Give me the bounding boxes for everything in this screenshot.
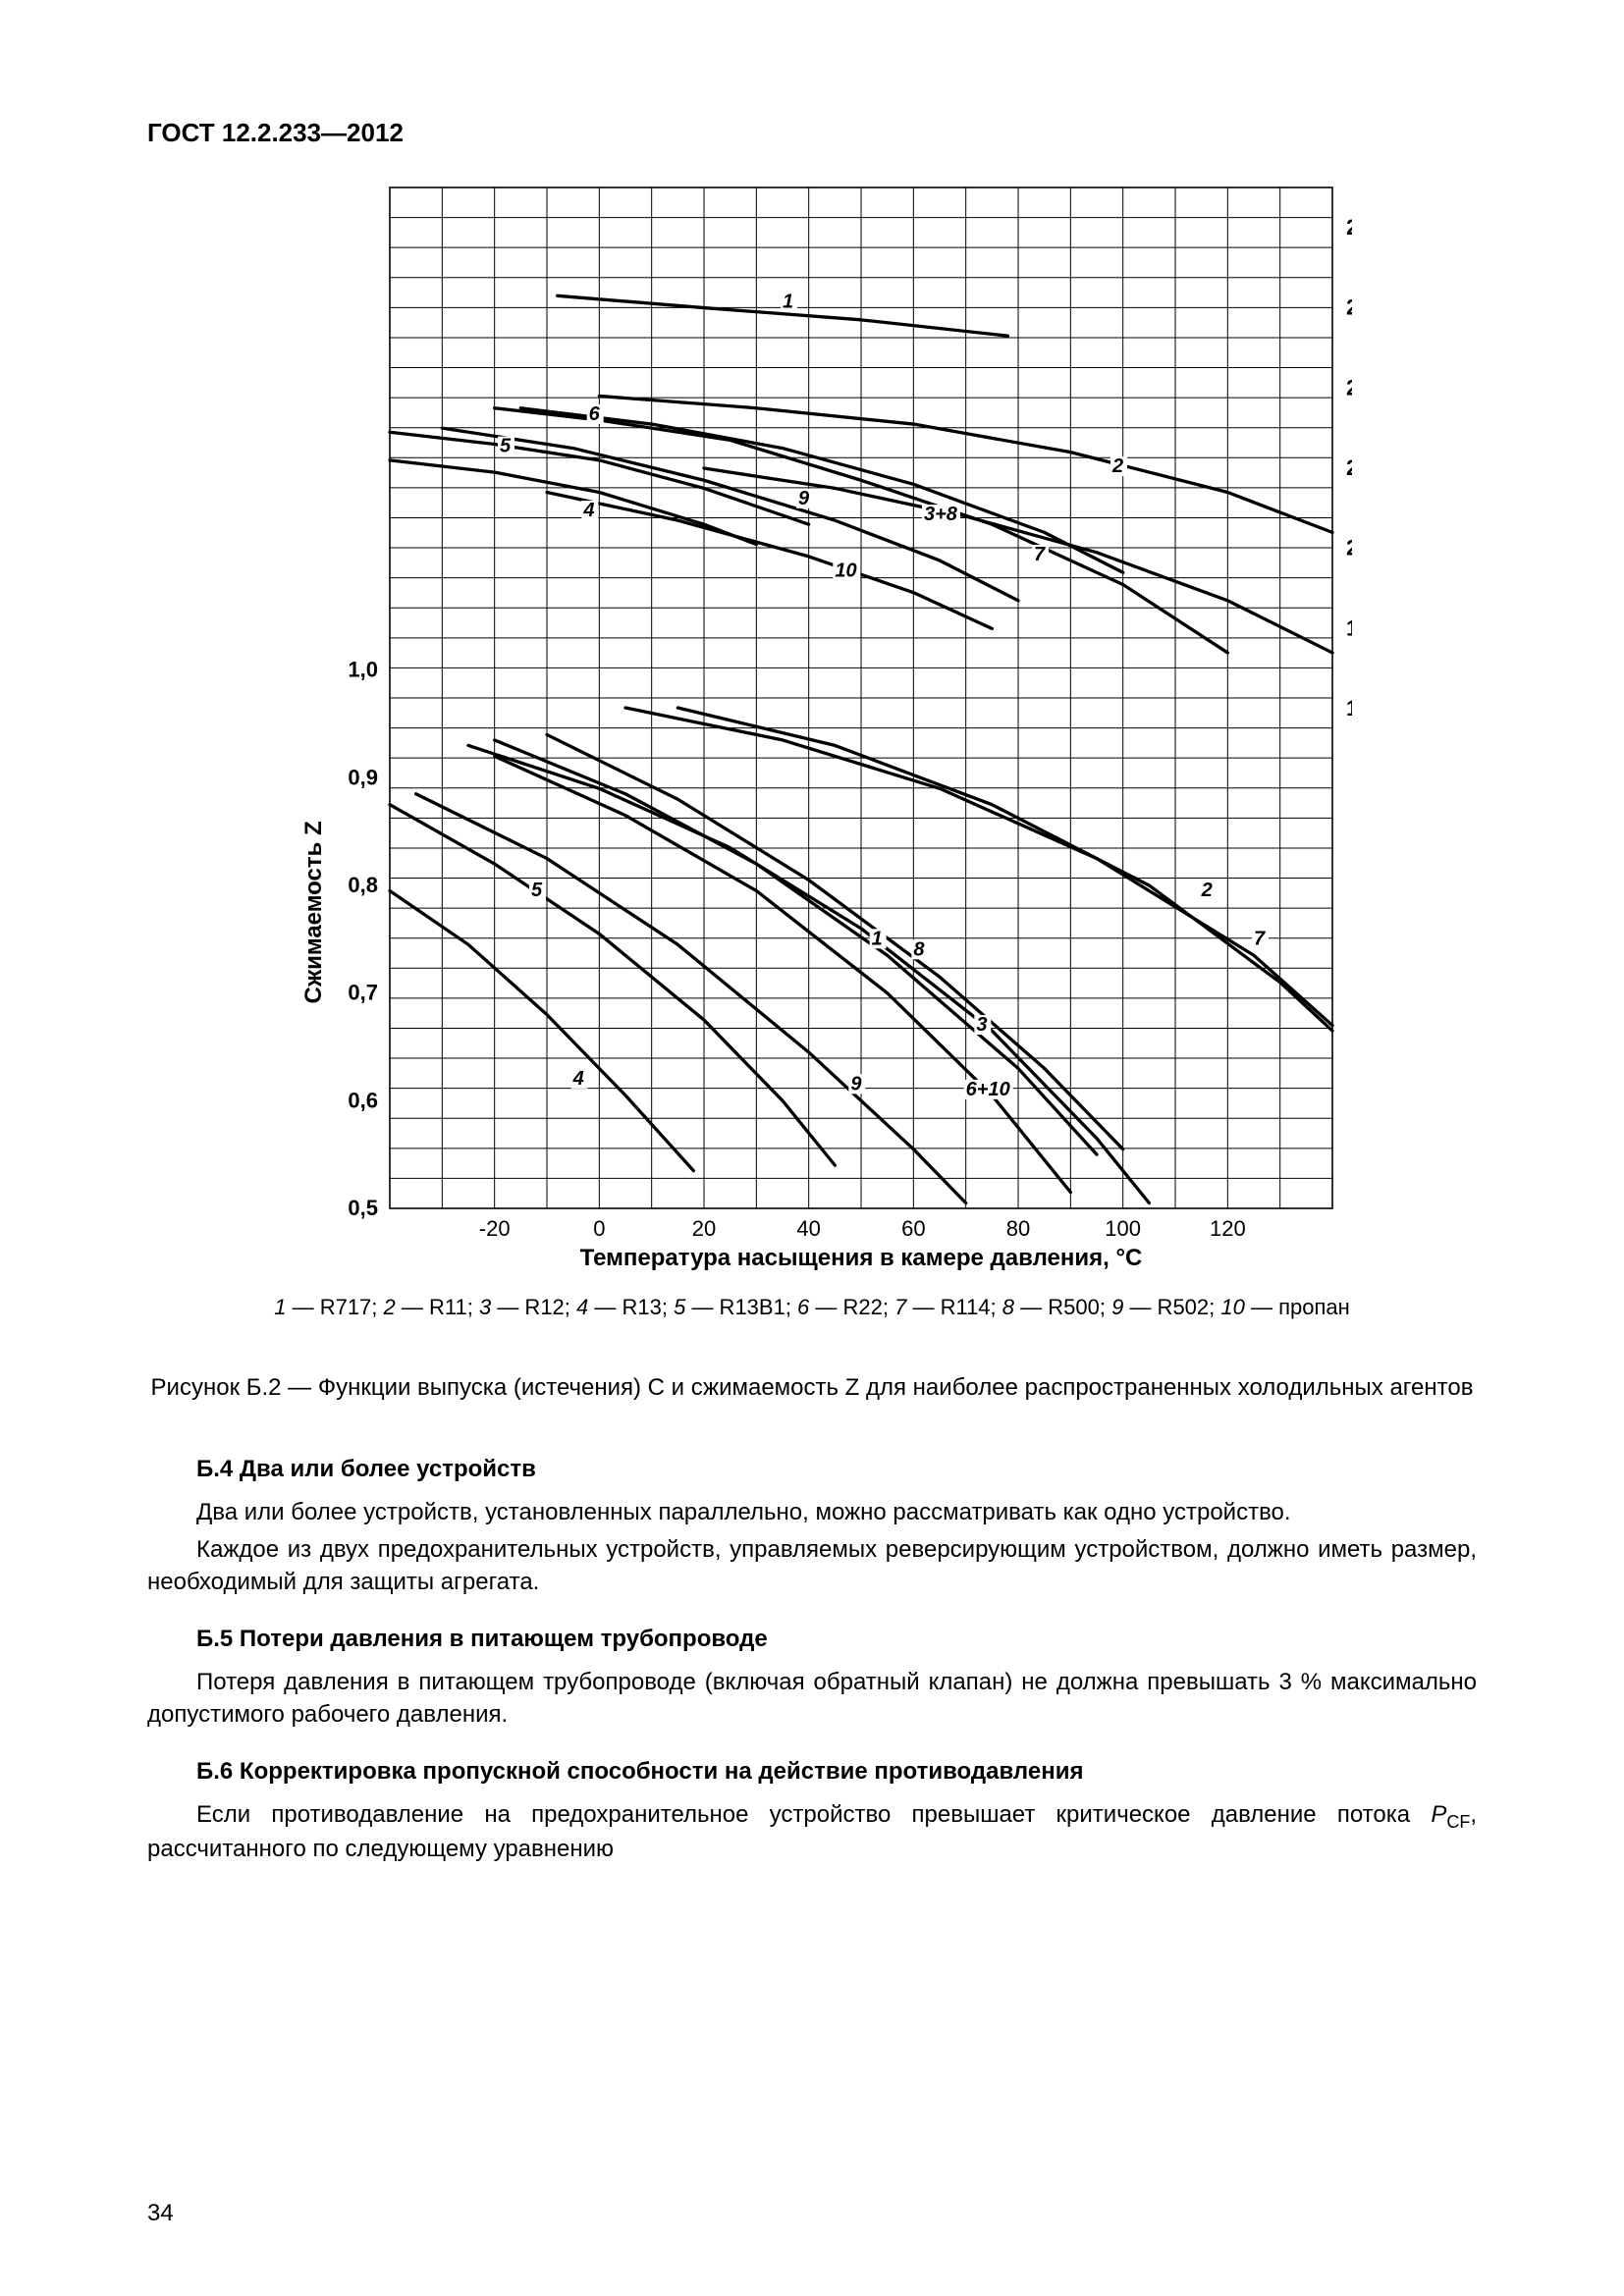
b6-p1-var: P: [1431, 1801, 1446, 1828]
svg-text:1: 1: [783, 292, 793, 313]
svg-text:Температура насыщения в камере: Температура насыщения в камере давления,…: [580, 1245, 1143, 1271]
b6-p1-sub: CF: [1446, 1812, 1470, 1832]
svg-text:0,9: 0,9: [348, 765, 378, 789]
figure-caption: Рисунок Б.2 — Функции выпуска (истечения…: [147, 1374, 1477, 1402]
svg-text:2: 2: [1111, 455, 1123, 477]
page-number: 34: [147, 2200, 174, 2227]
svg-text:1,0: 1,0: [348, 658, 378, 682]
svg-text:80: 80: [1006, 1216, 1030, 1241]
svg-text:3: 3: [976, 1014, 987, 1036]
standard-code: ГОСТ 12.2.233—2012: [147, 118, 1477, 148]
svg-text:6+10: 6+10: [966, 1079, 1010, 1100]
svg-text:2,1: 2,1: [1346, 455, 1352, 480]
svg-text:2: 2: [1201, 880, 1213, 901]
svg-text:1,8: 1,8: [1346, 696, 1352, 721]
svg-text:4: 4: [582, 500, 594, 521]
svg-text:0,7: 0,7: [348, 981, 378, 1005]
svg-text:2,2: 2,2: [1346, 375, 1352, 400]
svg-text:1: 1: [872, 928, 883, 949]
chart-container: -20 0 20 40 60 80 100 120 Температура насыщения …: [147, 178, 1477, 1277]
section-b6-p1: Если противодавление на предохранительно…: [147, 1799, 1477, 1865]
svg-text:7: 7: [1034, 544, 1046, 565]
svg-text:2,3: 2,3: [1346, 295, 1352, 320]
svg-text:6: 6: [589, 403, 601, 425]
svg-text:-20: -20: [479, 1216, 511, 1241]
svg-text:0: 0: [593, 1216, 605, 1241]
svg-text:4: 4: [572, 1068, 584, 1090]
svg-text:9: 9: [798, 488, 810, 509]
svg-text:0,5: 0,5: [348, 1196, 378, 1220]
svg-text:Сжимаемость Z: Сжимаемость Z: [300, 821, 327, 1003]
svg-text:2,0: 2,0: [1346, 536, 1352, 561]
b6-p1-prefix: Если противодавление на предохранительно…: [196, 1801, 1431, 1828]
chart-legend: 1 — R717; 2 — R11; 3 — R12; 4 — R13; 5 —…: [147, 1295, 1477, 1320]
svg-text:0,6: 0,6: [348, 1088, 378, 1112]
section-b4-p2: Каждое из двух предохранительных устройс…: [147, 1534, 1477, 1598]
svg-text:3+8: 3+8: [924, 504, 958, 525]
svg-text:5: 5: [531, 880, 543, 901]
svg-text:60: 60: [901, 1216, 925, 1241]
section-b6-title: Б.6 Корректировка пропускной способности…: [147, 1758, 1477, 1786]
svg-text:5: 5: [500, 436, 512, 457]
svg-text:120: 120: [1210, 1216, 1246, 1241]
svg-text:0,8: 0,8: [348, 873, 378, 897]
svg-text:9: 9: [850, 1073, 862, 1095]
svg-text:7: 7: [1254, 928, 1266, 949]
svg-text:10: 10: [835, 560, 856, 581]
svg-text:8: 8: [913, 938, 925, 960]
svg-text:1,9: 1,9: [1346, 615, 1352, 640]
svg-text:100: 100: [1105, 1216, 1141, 1241]
chart-svg: -20 0 20 40 60 80 100 120 Температура насыщения …: [272, 178, 1352, 1277]
section-b5-title: Б.5 Потери давления в питающем трубопров…: [147, 1626, 1477, 1653]
section-b5-p1: Потеря давления в питающем трубопроводе …: [147, 1667, 1477, 1731]
svg-text:40: 40: [796, 1216, 820, 1241]
svg-text:20: 20: [692, 1216, 716, 1241]
section-b4-title: Б.4 Два или более устройств: [147, 1456, 1477, 1483]
svg-text:2,4: 2,4: [1346, 215, 1352, 240]
section-b4-p1: Два или более устройств, установленных п…: [147, 1497, 1477, 1528]
